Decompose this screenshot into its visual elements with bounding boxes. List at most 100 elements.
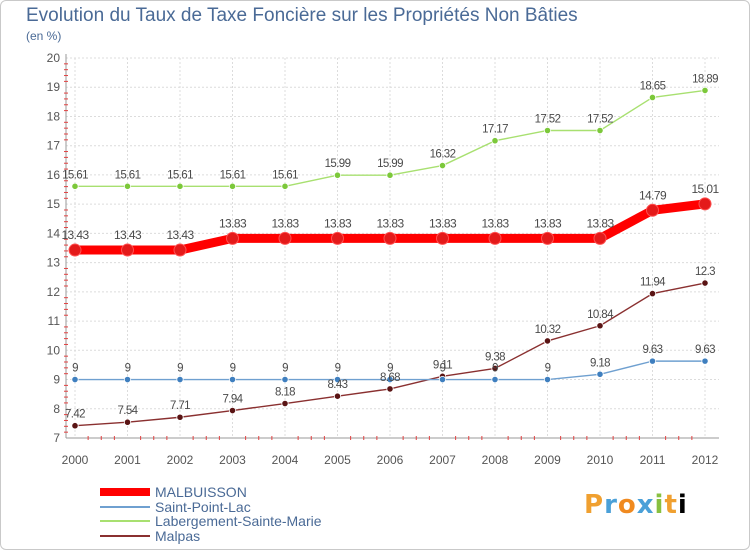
- y-tick-label: 9: [53, 373, 60, 387]
- y-tick-label: 17: [47, 139, 61, 153]
- data-point: [701, 357, 709, 365]
- logo-letter: i: [677, 490, 688, 520]
- data-point: [648, 93, 657, 102]
- chart-title: Evolution du Taux de Taxe Foncière sur l…: [26, 5, 578, 26]
- data-point: [593, 231, 607, 245]
- data-label: 15.61: [272, 169, 298, 181]
- data-point: [543, 126, 552, 135]
- data-point: [121, 243, 134, 257]
- data-point: [698, 197, 712, 211]
- data-label: 14.79: [639, 188, 667, 202]
- data-label: 18.65: [640, 80, 666, 92]
- data-point: [438, 375, 447, 384]
- data-point: [648, 289, 657, 298]
- data-label: 17.17: [482, 124, 508, 136]
- x-tick-label: 2002: [167, 453, 194, 467]
- data-point: [383, 231, 397, 245]
- data-label: 9: [492, 363, 498, 375]
- x-tick-label: 2008: [482, 453, 509, 467]
- legend-label: Saint-Point-Lac: [155, 498, 251, 515]
- y-tick-label: 18: [47, 109, 61, 123]
- data-point: [123, 418, 132, 426]
- logo-letter: o: [617, 490, 637, 520]
- x-tick-label: 2006: [377, 453, 404, 467]
- data-point: [278, 231, 292, 245]
- x-tick-label: 2003: [219, 453, 246, 467]
- legend-swatch: [100, 534, 150, 537]
- data-label: 13.43: [114, 228, 142, 242]
- data-point: [176, 182, 184, 190]
- data-label: 17.52: [535, 113, 561, 125]
- data-label: 13.83: [586, 216, 614, 230]
- data-point: [386, 385, 394, 393]
- x-tick-label: 2001: [114, 453, 141, 467]
- logo-letter: P: [584, 490, 605, 520]
- data-label: 11.94: [640, 277, 666, 289]
- data-point: [701, 86, 709, 95]
- legend-label: MALBUISSON: [155, 484, 247, 500]
- data-point: [71, 422, 79, 430]
- data-point: [491, 375, 499, 384]
- legend-swatch: [100, 520, 150, 522]
- legend-swatch: [100, 505, 150, 508]
- data-label: 13.83: [481, 216, 509, 230]
- y-tick-label: 16: [47, 168, 61, 182]
- proxiti-logo: Proxiti: [584, 490, 688, 520]
- data-label: 9.63: [643, 344, 663, 356]
- data-label: 13.83: [534, 216, 562, 230]
- data-point: [228, 375, 237, 384]
- x-tick-label: 2004: [272, 453, 299, 467]
- data-label: 13.83: [376, 216, 404, 230]
- x-tick-label: 2010: [587, 453, 614, 467]
- legend-swatch: [100, 488, 150, 496]
- data-label: 7.42: [65, 409, 85, 421]
- data-point: [541, 231, 554, 245]
- data-point: [648, 357, 657, 365]
- data-point: [386, 375, 394, 384]
- data-label: 9.63: [695, 344, 715, 356]
- data-point: [488, 231, 502, 245]
- data-point: [71, 182, 79, 190]
- legend-label: Labergement-Sainte-Marie: [155, 513, 322, 529]
- data-label: 9.38: [485, 351, 505, 363]
- data-label: 9: [387, 363, 393, 375]
- data-label: 15.01: [691, 182, 719, 196]
- unit-label: (en %): [26, 29, 62, 43]
- data-label: 7.71: [170, 400, 190, 412]
- data-label: 7.54: [118, 405, 139, 417]
- data-point: [596, 322, 604, 330]
- data-label: 13.83: [219, 216, 247, 230]
- data-point: [491, 364, 499, 373]
- data-label: 9.18: [590, 357, 610, 369]
- data-label: 8.18: [275, 387, 295, 399]
- data-point: [173, 243, 187, 257]
- y-tick-label: 20: [47, 51, 61, 65]
- data-label: 15.99: [325, 158, 351, 170]
- x-tick-label: 2009: [534, 453, 561, 467]
- y-tick-label: 11: [48, 314, 61, 328]
- data-point: [333, 392, 342, 400]
- x-tick-label: 2012: [692, 453, 719, 467]
- data-point: [333, 171, 342, 179]
- data-label: 13.43: [166, 228, 194, 242]
- data-label: 15.61: [115, 169, 141, 181]
- data-point: [436, 231, 449, 245]
- logo-letter: t: [664, 490, 678, 520]
- data-point: [281, 182, 289, 190]
- y-tick-label: 10: [47, 343, 61, 357]
- data-point: [543, 375, 552, 384]
- data-label: 13.83: [429, 216, 457, 230]
- x-tick-label: 2005: [324, 453, 351, 467]
- data-label: 9: [177, 363, 183, 375]
- data-point: [228, 182, 237, 190]
- legend-label: Malpas: [155, 527, 201, 544]
- data-point: [226, 231, 239, 245]
- data-label: 18.89: [692, 73, 718, 85]
- data-label: 9.11: [433, 359, 452, 371]
- data-point: [123, 182, 132, 190]
- data-label: 7.94: [223, 394, 244, 406]
- data-point: [596, 126, 604, 135]
- data-label: 15.61: [62, 169, 88, 181]
- data-point: [491, 137, 499, 145]
